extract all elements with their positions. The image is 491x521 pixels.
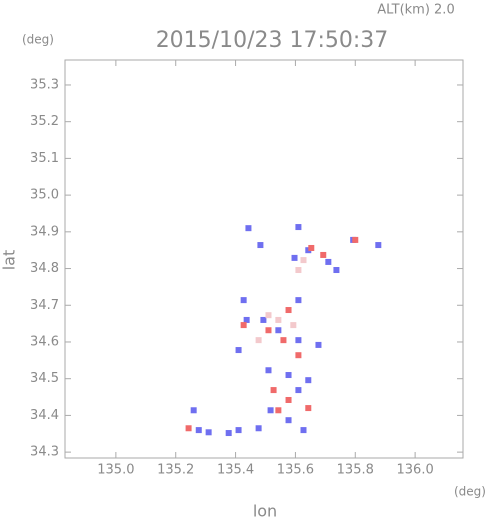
radar-echo — [235, 347, 242, 354]
x-axis-label: lon — [253, 502, 277, 521]
radar-echo — [285, 307, 292, 314]
radar-echo — [245, 225, 252, 232]
x-unit: (deg) — [454, 485, 486, 499]
x-tick-label: 135.4 — [217, 463, 254, 478]
radar-echo — [308, 244, 315, 251]
radar-echo — [255, 337, 262, 344]
radar-echo — [275, 327, 282, 334]
radar-echo — [185, 425, 192, 432]
radar-echo — [295, 267, 302, 274]
radar-echo — [295, 224, 302, 231]
radar-echo — [225, 430, 232, 437]
radar-echo — [295, 337, 302, 344]
radar-echo — [240, 297, 247, 304]
radar-echo — [285, 417, 292, 424]
radar-echo — [352, 236, 359, 243]
y-tick-label: 34.8 — [30, 261, 59, 276]
radar-echo — [275, 316, 282, 323]
x-tick-label: 135.0 — [97, 463, 134, 478]
radar-echo — [325, 258, 332, 265]
radar-echo — [295, 352, 302, 359]
y-unit: (deg) — [22, 33, 54, 47]
radar-echo — [240, 322, 247, 329]
radar-echo — [305, 405, 312, 412]
radar-echo — [333, 267, 340, 274]
radar-echo — [190, 407, 197, 414]
radar-echo — [265, 327, 272, 334]
radar-echo — [300, 257, 307, 264]
radar-echo — [280, 337, 287, 344]
x-tick-label: 135.6 — [277, 463, 314, 478]
radar-echo — [265, 367, 272, 374]
y-axis-label: lat — [0, 250, 19, 271]
altitude-label: ALT(km) 2.0 — [377, 3, 454, 18]
radar-echo — [243, 316, 250, 323]
y-tick-label: 34.5 — [30, 371, 59, 386]
radar-echo — [267, 407, 274, 414]
y-tick-label: 34.3 — [30, 445, 59, 460]
radar-echo — [257, 242, 264, 249]
y-tick-label: 34.6 — [30, 334, 59, 349]
x-tick-label: 135.2 — [157, 463, 194, 478]
radar-echo — [375, 242, 382, 249]
radar-echo — [260, 316, 267, 323]
radar-echo — [205, 429, 212, 436]
radar-echo — [295, 297, 302, 304]
radar-echo — [285, 396, 292, 403]
y-tick-label: 35.3 — [30, 77, 59, 92]
radar-echo — [270, 387, 277, 394]
radar-echo — [295, 387, 302, 394]
x-tick-label: 135.8 — [337, 463, 374, 478]
x-tick-label: 136.0 — [397, 463, 434, 478]
radar-echo — [265, 312, 272, 319]
radar-echo — [195, 427, 202, 434]
radar-echo — [255, 425, 262, 432]
radar-echo — [300, 427, 307, 434]
radar-echo — [315, 341, 322, 348]
y-tick-label: 34.9 — [30, 224, 59, 239]
chart-title: 2015/10/23 17:50:37 — [156, 28, 389, 53]
radar-echo — [285, 372, 292, 379]
y-tick-label: 35.1 — [30, 151, 59, 166]
y-tick-label: 34.7 — [30, 298, 59, 313]
y-tick-label: 34.4 — [30, 408, 59, 423]
radar-echo — [305, 377, 312, 384]
radar-echo — [291, 254, 298, 261]
y-tick-label: 35.0 — [30, 188, 59, 203]
radar-echo — [320, 251, 327, 258]
plot-frame — [64, 59, 464, 459]
radar-echo — [235, 427, 242, 434]
radar-echo — [275, 407, 282, 414]
radar-echo — [290, 322, 297, 329]
y-tick-label: 35.2 — [30, 114, 59, 129]
